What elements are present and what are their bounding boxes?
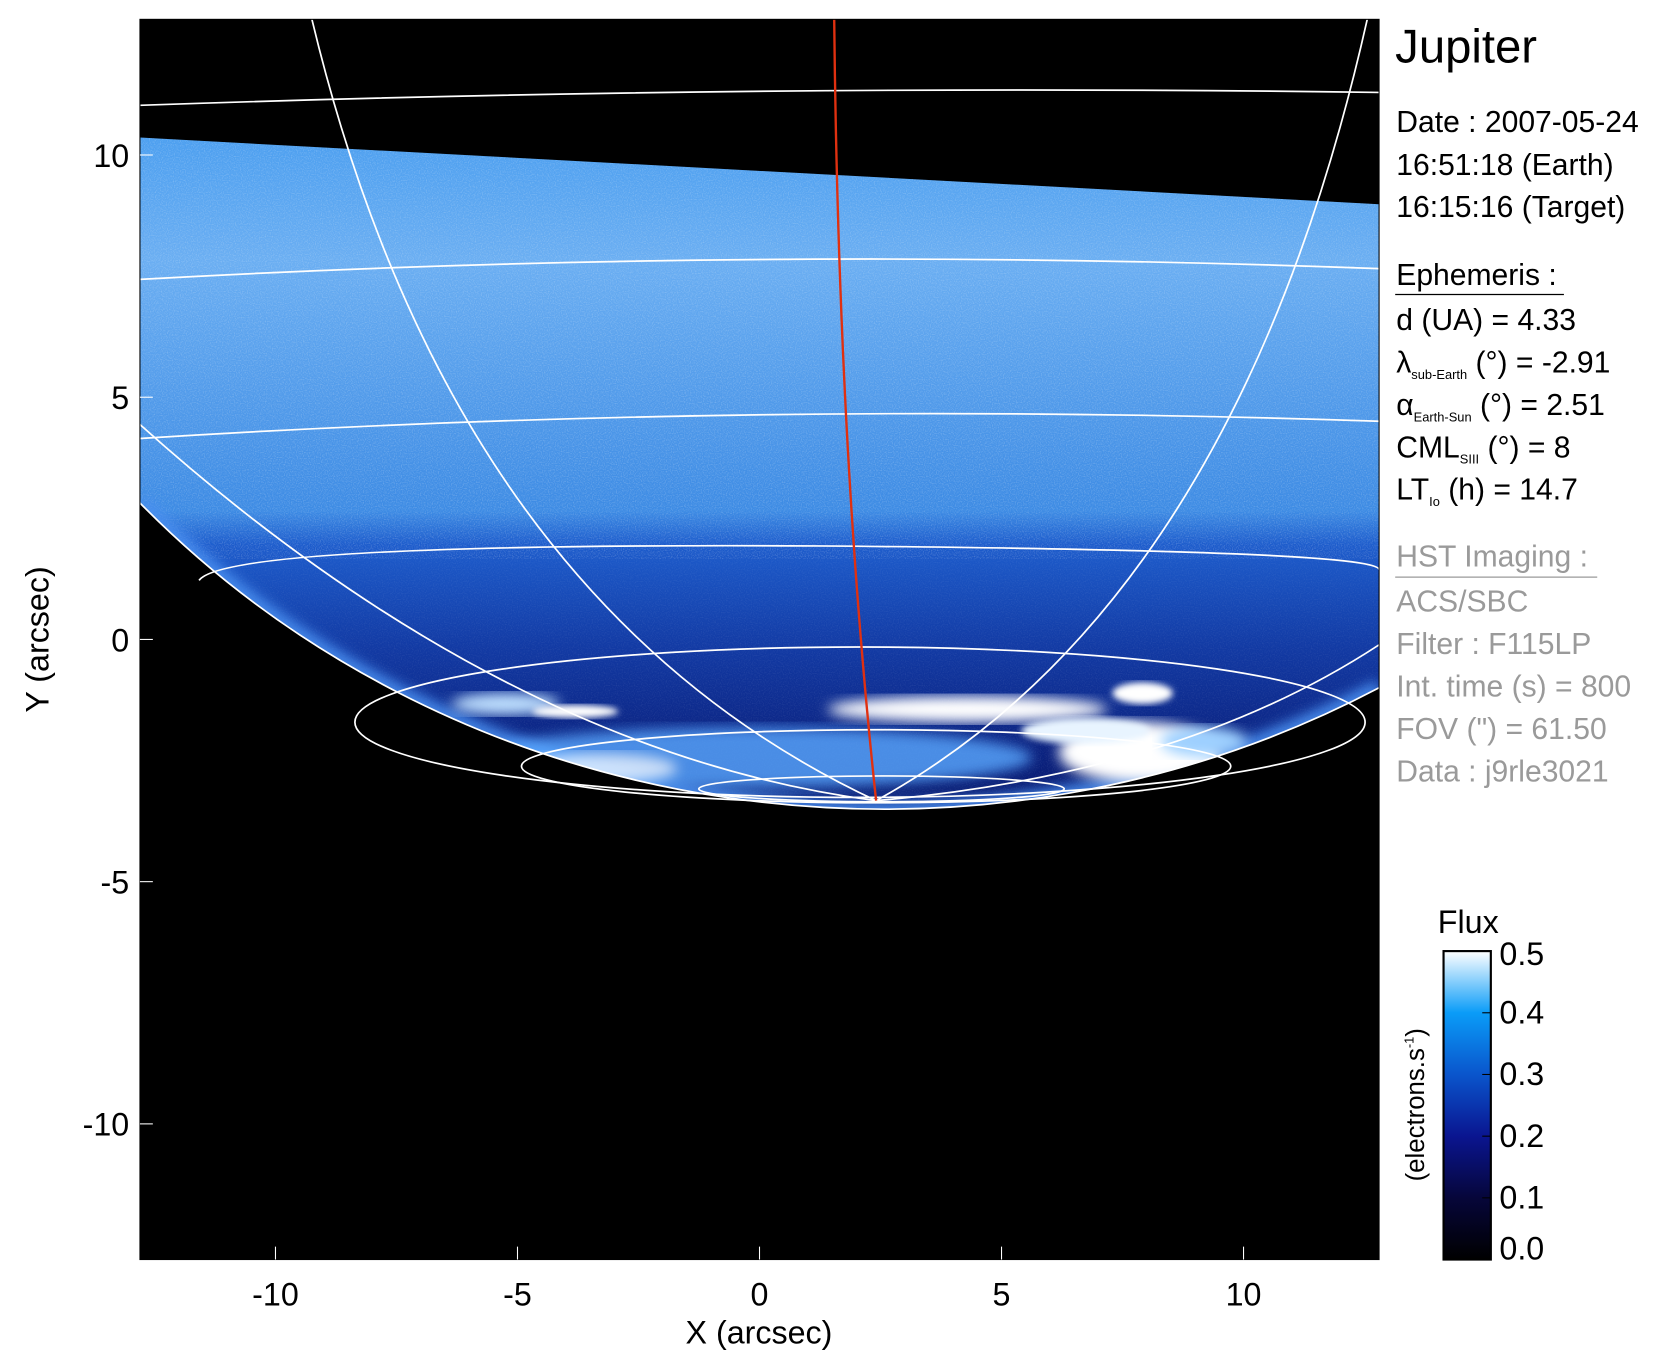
- x-axis-label: X (arcsec): [686, 1314, 833, 1350]
- meridian-line: [139, 423, 877, 802]
- colorbar: Flux 0.0 0.1 0.2 0.3 0.4 0.5 (electrons.s-1): [1401, 904, 1544, 1267]
- planet-title: Jupiter: [1395, 20, 1537, 73]
- ephemeris-item: d (UA) = 4.33: [1396, 304, 1576, 337]
- lat-lon-grid: [139, 19, 1380, 810]
- meridian-line: [311, 19, 877, 802]
- ephemeris-item: αEarth-Sun (°) = 2.51: [1396, 389, 1605, 424]
- image-plot: [139, 19, 1380, 1260]
- colorbar-tick-label: 0.5: [1499, 936, 1544, 972]
- latitude-line: [354, 646, 1366, 799]
- colorbar-title: Flux: [1438, 904, 1499, 940]
- colorbar-tick-label: 0.1: [1499, 1180, 1544, 1216]
- hst-item: Filter : F115LP: [1396, 628, 1591, 661]
- meridian-line: [875, 19, 1369, 802]
- y-tick-label: 5: [111, 380, 129, 416]
- colorbar-tick-label: 0.2: [1499, 1118, 1544, 1154]
- colorbar-tick-label: 0.0: [1499, 1231, 1544, 1267]
- time-earth: 16:51:18 (Earth): [1396, 149, 1613, 182]
- hst-item: Int. time (s) = 800: [1396, 670, 1631, 703]
- latitude-line: [139, 89, 1380, 107]
- colorbar-gradient: [1442, 950, 1492, 1261]
- colorbar-tick-label: 0.4: [1499, 995, 1544, 1031]
- hst-item: FOV (") = 61.50: [1396, 713, 1606, 746]
- hst-item: ACS/SBC: [1396, 585, 1528, 618]
- hst-item: Data : j9rle3021: [1396, 755, 1608, 788]
- latitude-line: [697, 775, 1066, 803]
- y-tick-label: 10: [93, 138, 129, 174]
- x-tick-label: -10: [252, 1277, 299, 1313]
- meridian-line: [876, 644, 1380, 802]
- ephemeris-item: CMLSIII (°) = 8: [1396, 431, 1570, 466]
- latitude-line: [198, 544, 1380, 581]
- x-tick-label: -5: [503, 1277, 532, 1313]
- ephemeris-item: LTIo (h) = 14.7: [1396, 474, 1578, 509]
- limb-line: [139, 502, 1380, 810]
- detector-noise: [139, 137, 1380, 559]
- y-tick-label: 0: [111, 622, 129, 658]
- latitude-line: [139, 412, 1380, 440]
- hst-header: HST Imaging :: [1396, 540, 1588, 573]
- y-axis-label: Y (arcsec): [20, 566, 56, 712]
- y-axis: 10 5 0 -5 -10: [83, 138, 153, 1143]
- latitude-line: [520, 728, 1232, 804]
- info-panel: Jupiter Date : 2007-05-24 16:51:18 (Eart…: [1395, 20, 1639, 788]
- x-tick-label: 10: [1226, 1277, 1262, 1313]
- colorbar-tick-label: 0.3: [1499, 1056, 1544, 1092]
- latitude-line: [139, 258, 1380, 281]
- y-tick-label: -10: [83, 1107, 130, 1143]
- ephemeris-header: Ephemeris :: [1396, 259, 1556, 292]
- y-tick-label: -5: [101, 864, 130, 900]
- ephemeris-item: λsub-Earth (°) = -2.91: [1396, 346, 1610, 381]
- date: Date : 2007-05-24: [1396, 106, 1638, 139]
- x-axis: -10 -5 0 5 10: [252, 1246, 1262, 1313]
- colorbar-label: (electrons.s-1): [1401, 1028, 1430, 1181]
- x-tick-label: 0: [751, 1277, 769, 1313]
- central-meridian: [833, 19, 878, 801]
- x-tick-label: 5: [993, 1277, 1011, 1313]
- time-target: 16:15:16 (Target): [1396, 191, 1625, 224]
